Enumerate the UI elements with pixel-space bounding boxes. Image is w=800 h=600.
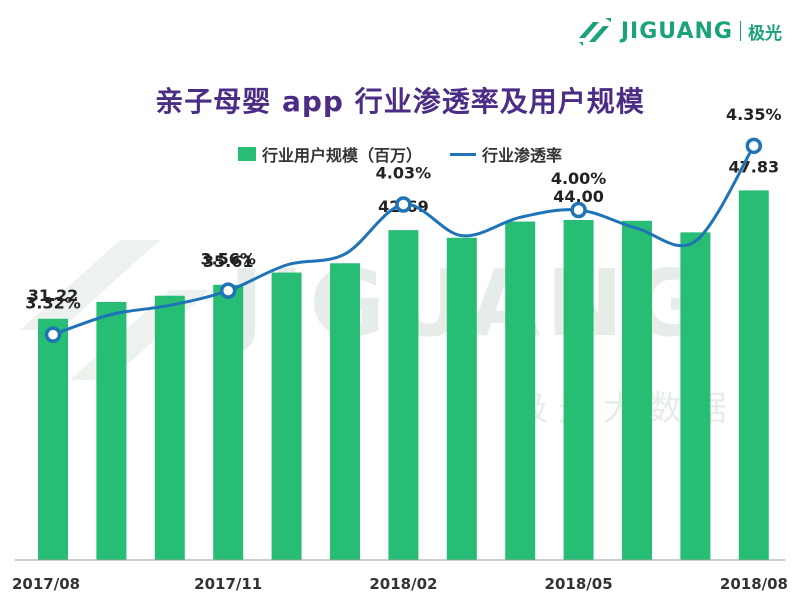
x-tick-2017/11: 2017/11 [194,575,262,593]
bar-2018/03 [446,237,477,561]
bar-2017/12 [271,272,302,560]
logo-text: JIGUANG [620,18,733,44]
chart-legend: 行业用户规模（百万） 行业渗透率 [0,142,800,166]
x-tick-2018/02: 2018/02 [369,575,437,593]
legend-item-users: 行业用户规模（百万） [237,142,422,166]
line-label-2018/05: 4.00% [551,169,607,188]
bar-2018/04 [505,221,536,560]
x-tick-2017/08: 2017/08 [12,575,80,593]
line-point-2018/05 [570,201,587,219]
bar-2018/07 [680,232,711,560]
legend-label-penetration: 行业渗透率 [482,146,563,165]
line-label-2017/08: 3.32% [25,294,81,313]
bar-2017/08 [38,318,68,560]
line-label-2018/08: 4.35% [726,105,782,124]
bar-2017/09 [96,301,127,560]
chart-title: 亲子母婴 app 行业渗透率及用户规模 [155,85,645,118]
bar-label-2017/11: 35.61 [203,252,254,271]
legend-label-users: 行业用户规模（百万） [261,146,422,165]
bar-2018/02 [388,230,419,560]
bar-2018/06 [622,220,652,561]
x-tick-2018/05: 2018/05 [545,575,613,593]
legend-swatch-line [450,152,476,156]
logo-cn-text: 极光 [748,23,782,44]
line-point-2017/11 [219,282,237,299]
jiguang-logo-icon [578,18,611,46]
jiguang-logo: JIGUANG 极光 [575,12,782,50]
bar-label-2017/08: 31.22 [28,286,79,305]
line-label-2017/11: 3.56% [200,250,256,269]
bar-label-2018/05: 44.00 [553,187,604,206]
bar-2018/01 [330,263,360,560]
logo-separator [740,21,741,41]
line-point-2017/08 [44,326,62,343]
bar-2018/05 [563,220,594,560]
legend-item-penetration: 行业渗透率 [450,142,562,166]
bar-2018/08 [738,190,769,560]
line-point-2018/02 [395,196,412,213]
x-tick-2018/08: 2018/08 [720,575,788,593]
line-point-2018/08 [745,137,763,155]
legend-swatch-bar [237,147,256,161]
bar-2017/10 [154,295,185,560]
bar-label-2018/08: 47.83 [728,157,779,176]
bar-2017/11 [213,284,244,560]
line-label-2018/02: 4.03% [376,164,432,183]
